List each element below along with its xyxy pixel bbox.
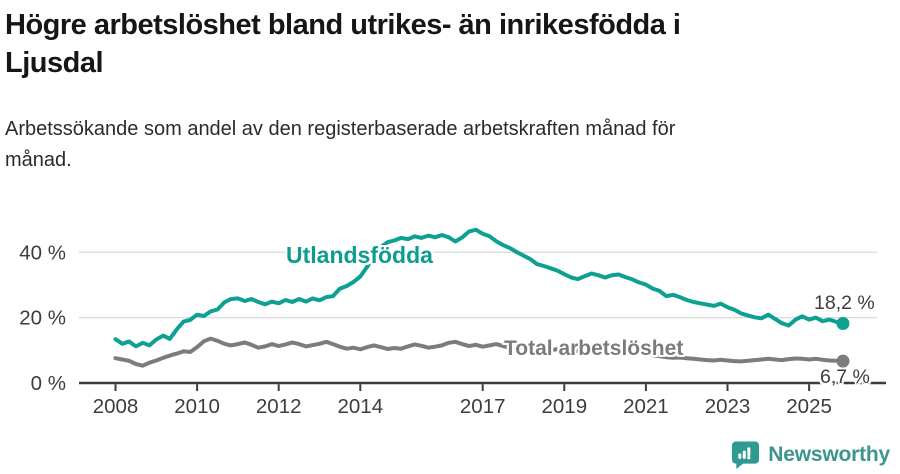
series-line-1 (113, 336, 845, 368)
y-tick-label: 40 % (19, 241, 66, 264)
series-end-dot-0 (836, 317, 850, 331)
series-end-dot-1 (836, 354, 850, 368)
x-tick-label: 2017 (460, 395, 506, 418)
page-title-line2: Ljusdal (5, 47, 104, 79)
end-value-label-total: 6,7 % (820, 366, 870, 388)
y-tick-label: 0 % (31, 372, 66, 395)
x-tick-label: 2014 (337, 395, 383, 418)
x-tick-label: 2021 (623, 395, 669, 418)
x-tick-label: 2019 (541, 395, 587, 418)
newsworthy-logo: Newsworthy (731, 440, 890, 469)
y-tick-label: 20 % (19, 307, 66, 330)
x-tick-label: 2008 (93, 395, 139, 418)
x-tick-label: 2010 (174, 395, 220, 418)
page-title: Högre arbetslöshet bland utrikes- än inr… (5, 6, 885, 82)
chart-subtitle-line1: Arbetssökande som andel av den registerb… (5, 118, 676, 140)
series-label-utlandsfodda: Utlandsfödda (286, 242, 433, 268)
brand-name: Newsworthy (768, 442, 890, 466)
page-title-line1: Högre arbetslöshet bland utrikes- än inr… (5, 9, 681, 41)
series-line-0 (113, 227, 845, 349)
chart-subtitle-line2: månad. (5, 149, 72, 171)
speech-bubble-bar-chart-icon (732, 441, 760, 469)
x-tick-label: 2025 (786, 395, 832, 418)
series-label-total-arbetsloshet: Total arbetslöshet (504, 337, 684, 360)
x-tick-label: 2012 (256, 395, 302, 418)
x-tick-label: 2023 (705, 395, 751, 418)
end-value-label-utlandsfodda: 18,2 % (814, 292, 875, 314)
chart-subtitle: Arbetssökande som andel av den registerb… (5, 114, 865, 176)
